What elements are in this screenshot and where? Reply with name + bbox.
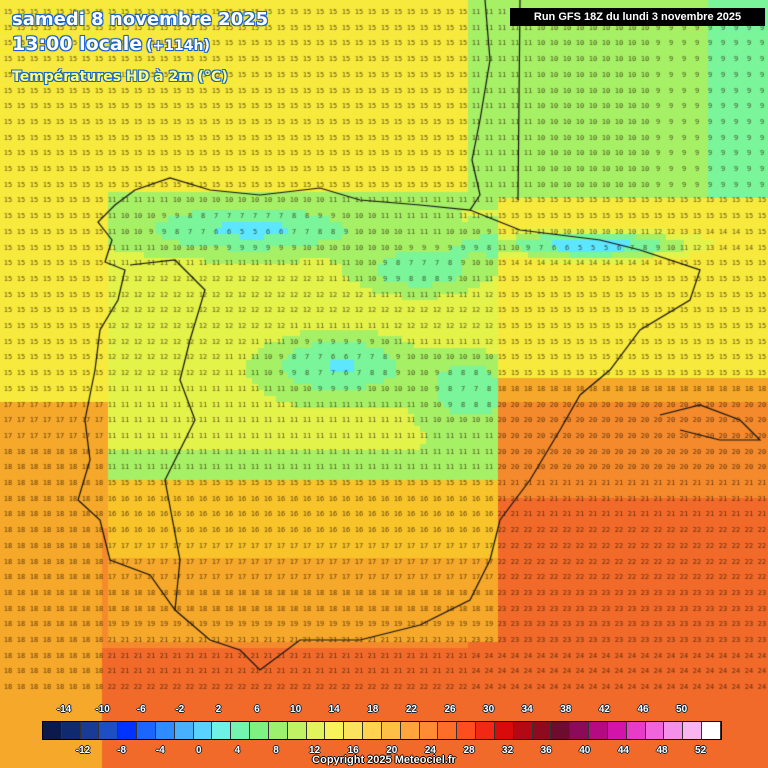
legend-top-label: 6 <box>254 704 260 715</box>
legend-top-label: 46 <box>637 704 649 715</box>
legend-swatch <box>589 722 608 739</box>
copyright: Copyright 2025 Meteociel.fr <box>312 754 456 766</box>
legend-bottom-label: 12 <box>309 745 321 756</box>
legend-swatch <box>344 722 364 739</box>
legend-swatch <box>137 722 156 739</box>
legend-swatch <box>607 722 627 739</box>
legend-swatch <box>363 722 382 739</box>
legend-swatch <box>306 722 326 739</box>
local-time: 13:00 locale <box>12 33 143 55</box>
legend-bottom-label: 32 <box>502 745 514 756</box>
legend-swatch <box>513 722 533 739</box>
legend-swatch <box>494 722 514 739</box>
legend-top-label: 30 <box>483 704 495 715</box>
legend-swatch <box>231 722 251 739</box>
legend-swatch <box>212 722 232 739</box>
legend-bottom-label: 48 <box>656 745 668 756</box>
legend-top-label: 26 <box>444 704 456 715</box>
legend-top-label: -6 <box>136 704 146 715</box>
legend-top-label: 42 <box>598 704 610 715</box>
legend-bottom-label: 4 <box>234 745 241 756</box>
legend-top-label: 50 <box>676 704 688 715</box>
legend-swatch <box>155 722 175 739</box>
legend-bottom-label: 16 <box>347 745 359 756</box>
legend-swatch <box>419 722 439 739</box>
legend-swatch <box>645 722 665 739</box>
legend-bottom-label: 0 <box>196 745 202 756</box>
legend-swatch <box>438 722 458 739</box>
legend-swatch <box>457 722 477 739</box>
legend-bottom-label: 8 <box>273 745 279 756</box>
legend-bottom-label: -4 <box>155 745 165 756</box>
legend-bottom-label: 24 <box>424 745 436 756</box>
legend-bottom-label: 52 <box>695 745 707 756</box>
legend-bottom-label: 36 <box>540 745 552 756</box>
legend-top-label: -10 <box>95 704 110 715</box>
legend-swatch <box>80 722 100 739</box>
legend-swatch <box>99 722 119 739</box>
legend-top-label: 34 <box>521 704 533 715</box>
legend-swatch <box>476 722 495 739</box>
time-title: 13:00 locale (+114h) <box>12 33 210 55</box>
lead-time: (+114h) <box>146 38 210 54</box>
color-legend <box>42 721 722 740</box>
legend-swatch <box>250 722 269 739</box>
legend-bottom-label: 40 <box>579 745 591 756</box>
legend-swatch <box>532 722 552 739</box>
legend-swatch <box>400 722 420 739</box>
legend-bottom-label: -12 <box>75 745 91 756</box>
legend-swatch <box>626 722 646 739</box>
legend-swatch <box>61 722 81 739</box>
legend-swatch <box>551 722 571 739</box>
legend-bottom-label: 28 <box>463 745 475 756</box>
legend-swatch <box>701 722 721 739</box>
legend-swatch <box>193 722 213 739</box>
legend-swatch <box>174 722 194 739</box>
legend-swatch <box>570 722 590 739</box>
legend-top-label: 14 <box>328 704 340 715</box>
legend-swatch <box>325 722 345 739</box>
legend-top-label: -14 <box>56 704 72 715</box>
legend-top-label: 2 <box>215 704 222 715</box>
legend-swatch <box>43 722 62 739</box>
legend-top-label: -2 <box>175 704 185 715</box>
date-title: samedi 8 novembre 2025 <box>12 9 269 30</box>
legend-swatch <box>683 722 702 739</box>
legend-bottom-label: 44 <box>617 745 629 756</box>
legend-swatch <box>287 722 307 739</box>
legend-swatch <box>664 722 684 739</box>
legend-bottom-label: -8 <box>117 745 127 756</box>
legend-top-label: 22 <box>405 704 417 715</box>
legend-top-label: 10 <box>290 704 302 715</box>
legend-swatch <box>381 722 401 739</box>
legend-bottom-label: 20 <box>386 745 398 756</box>
legend-top-label: 38 <box>560 704 572 715</box>
legend-swatch <box>268 722 288 739</box>
legend-top-label: 18 <box>367 704 379 715</box>
legend-swatch <box>118 722 138 739</box>
parameter-title: Températures HD à 2m (°C) <box>12 69 228 85</box>
run-info: Run GFS 18Z du lundi 3 novembre 2025 <box>510 8 765 26</box>
